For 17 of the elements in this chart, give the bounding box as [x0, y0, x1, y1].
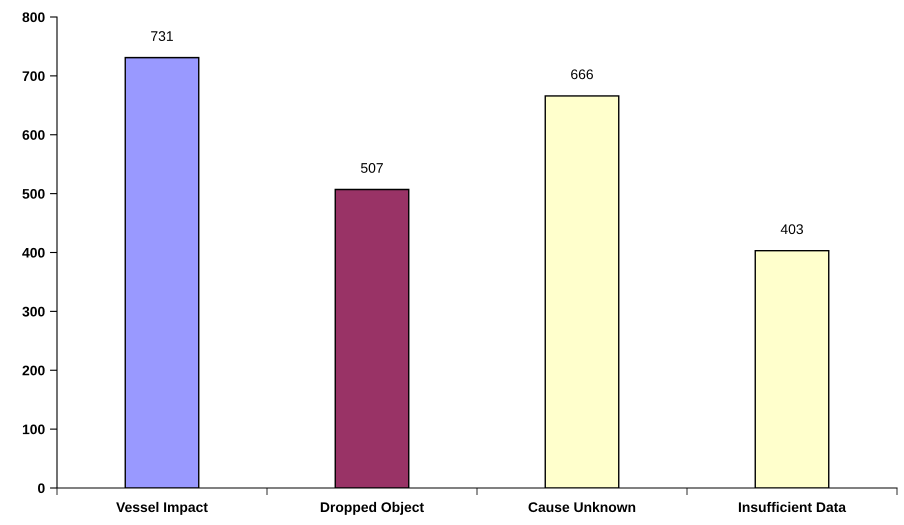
y-tick-label: 100: [22, 424, 45, 434]
data-label: 666: [571, 69, 593, 80]
data-label: 403: [780, 224, 803, 234]
x-tick-label: Dropped Object: [320, 502, 424, 515]
y-tick-label: 500: [22, 188, 45, 199]
y-tick-label: 0: [38, 483, 45, 494]
y-tick-label: 400: [22, 248, 45, 258]
y-tick-label: 200: [22, 366, 45, 376]
y-tick-label: 700: [22, 71, 45, 82]
x-tick-label: Cause Unknown: [528, 502, 636, 512]
y-tick-label: 300: [22, 306, 45, 317]
x-tick-label: Vessel Impact: [116, 502, 208, 515]
data-label: 731: [151, 31, 173, 41]
data-label: 507: [360, 163, 383, 173]
x-tick-label: Insufficient Data: [738, 502, 846, 512]
y-tick-label: 600: [22, 130, 45, 140]
y-tick-label: 800: [22, 12, 45, 22]
